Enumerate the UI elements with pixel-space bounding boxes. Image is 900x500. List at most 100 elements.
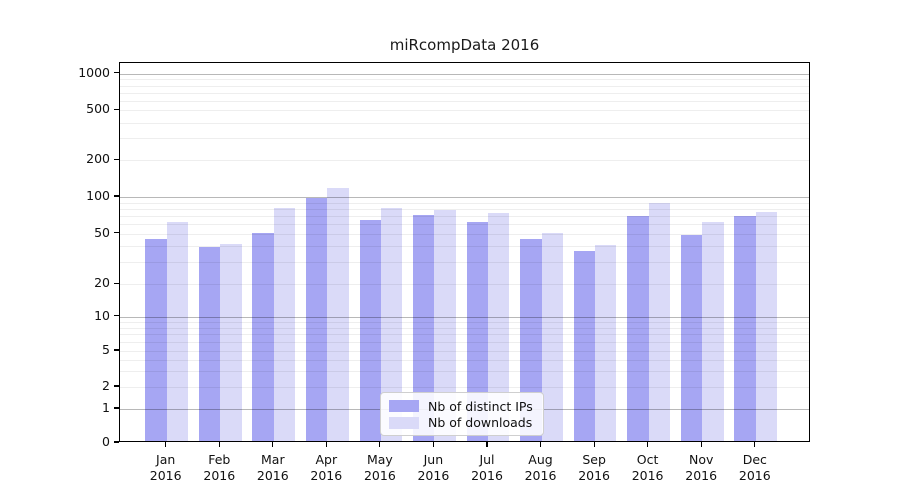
y-axis-tick-label: 10 (94, 307, 110, 323)
legend-item: Nb of distinct IPs (389, 398, 535, 415)
plot-area (119, 62, 810, 442)
minor-gridline (120, 261, 809, 263)
major-gridline (120, 73, 809, 75)
bar (305, 197, 328, 441)
minor-gridline (120, 246, 809, 247)
legend-label: Nb of distinct IPs (428, 398, 533, 414)
major-gridline (120, 197, 809, 198)
x-tick-mark (325, 442, 327, 447)
x-tick-year: 2016 (417, 468, 450, 483)
bar (273, 208, 296, 441)
x-axis-tick-label: Nov 2016 (669, 452, 733, 484)
minor-gridline (120, 334, 809, 336)
minor-gridline (120, 202, 809, 204)
x-axis-tick-label: Aug 2016 (509, 452, 573, 484)
x-tick-mark (165, 442, 167, 447)
y-tick-mark (114, 282, 119, 284)
x-tick-year: 2016 (471, 468, 503, 483)
y-axis-tick-label: 0 (102, 434, 110, 449)
bar (166, 222, 189, 441)
bar (702, 222, 724, 441)
y-axis-tick-label: 200 (86, 151, 110, 167)
y-tick-mark (114, 349, 119, 351)
y-axis-tick-label: 1 (102, 400, 110, 415)
y-axis-tick-label: 50 (94, 224, 110, 240)
x-axis-tick-label: Oct 2016 (616, 452, 680, 484)
minor-gridline (120, 351, 809, 352)
x-tick-month: Mar (261, 452, 285, 467)
minor-gridline (120, 359, 809, 361)
x-tick-year: 2016 (149, 468, 182, 483)
bar (220, 244, 242, 441)
x-tick-mark (754, 442, 756, 447)
bar (648, 203, 671, 441)
grid-layer (120, 63, 809, 441)
x-axis-tick-label: Jan 2016 (134, 452, 198, 484)
y-axis-tick-label: 5 (102, 342, 110, 357)
x-axis-tick-label: May 2016 (348, 452, 412, 484)
y-tick-mark (114, 195, 119, 197)
x-tick-year: 2016 (685, 468, 718, 483)
y-tick-mark (114, 108, 119, 110)
y-tick-mark (114, 385, 119, 387)
y-axis-tick-label: 2 (102, 378, 110, 393)
major-gridline (120, 316, 809, 318)
minor-gridline (120, 371, 809, 373)
x-tick-year: 2016 (363, 468, 396, 483)
bar (252, 232, 274, 441)
x-tick-year: 2016 (310, 468, 343, 483)
minor-gridline (120, 122, 809, 124)
y-tick-mark (114, 314, 119, 317)
x-axis-tick-label: Feb 2016 (187, 452, 251, 484)
legend: Nb of distinct IPs Nb of downloads (380, 392, 544, 436)
legend-swatch (389, 416, 419, 429)
chart-title: miRcompData 2016 (389, 36, 540, 54)
x-tick-month: Apr (315, 452, 338, 467)
y-axis-tick-label: 1000 (78, 64, 110, 80)
x-tick-mark (647, 442, 649, 447)
y-axis-tick-label: 100 (86, 188, 110, 203)
minor-gridline (120, 284, 809, 286)
bar (198, 246, 221, 441)
x-tick-month: Sep (582, 452, 606, 467)
y-tick-mark (114, 158, 119, 160)
bar (359, 220, 381, 441)
x-tick-year: 2016 (738, 468, 771, 483)
x-tick-year: 2016 (631, 468, 664, 483)
x-tick-mark (432, 442, 434, 447)
x-tick-month: Jan (156, 452, 176, 467)
x-tick-year: 2016 (203, 468, 236, 483)
x-tick-year: 2016 (578, 468, 610, 483)
x-tick-mark (539, 442, 542, 447)
x-tick-mark (379, 442, 381, 447)
x-axis-tick-label: Dec 2016 (723, 452, 787, 484)
minor-gridline (120, 110, 809, 112)
minor-gridline (120, 85, 809, 87)
y-axis-tick-label: 500 (86, 101, 110, 117)
minor-gridline (120, 233, 809, 235)
minor-gridline (120, 208, 809, 210)
minor-gridline (120, 100, 809, 102)
y-tick-mark (114, 407, 119, 409)
minor-gridline (120, 321, 809, 323)
x-tick-mark (486, 442, 488, 447)
x-tick-year: 2016 (524, 468, 557, 483)
x-axis-tick-label: Jun 2016 (401, 452, 465, 484)
x-tick-month: May (366, 452, 393, 467)
minor-gridline (120, 92, 809, 94)
legend-label: Nb of downloads (428, 415, 533, 431)
minor-gridline (120, 79, 809, 81)
x-tick-month: Feb (208, 452, 231, 467)
x-tick-month: Nov (688, 452, 714, 467)
minor-gridline (120, 327, 809, 329)
legend-item: Nb of downloads (389, 415, 535, 432)
bar (734, 216, 756, 441)
y-tick-mark (114, 232, 119, 234)
minor-gridline (120, 160, 809, 162)
minor-gridline (120, 215, 809, 217)
minor-gridline (120, 138, 809, 140)
x-tick-month: Oct (636, 452, 659, 467)
x-axis-tick-label: Sep 2016 (562, 452, 626, 484)
x-tick-mark (593, 442, 595, 447)
